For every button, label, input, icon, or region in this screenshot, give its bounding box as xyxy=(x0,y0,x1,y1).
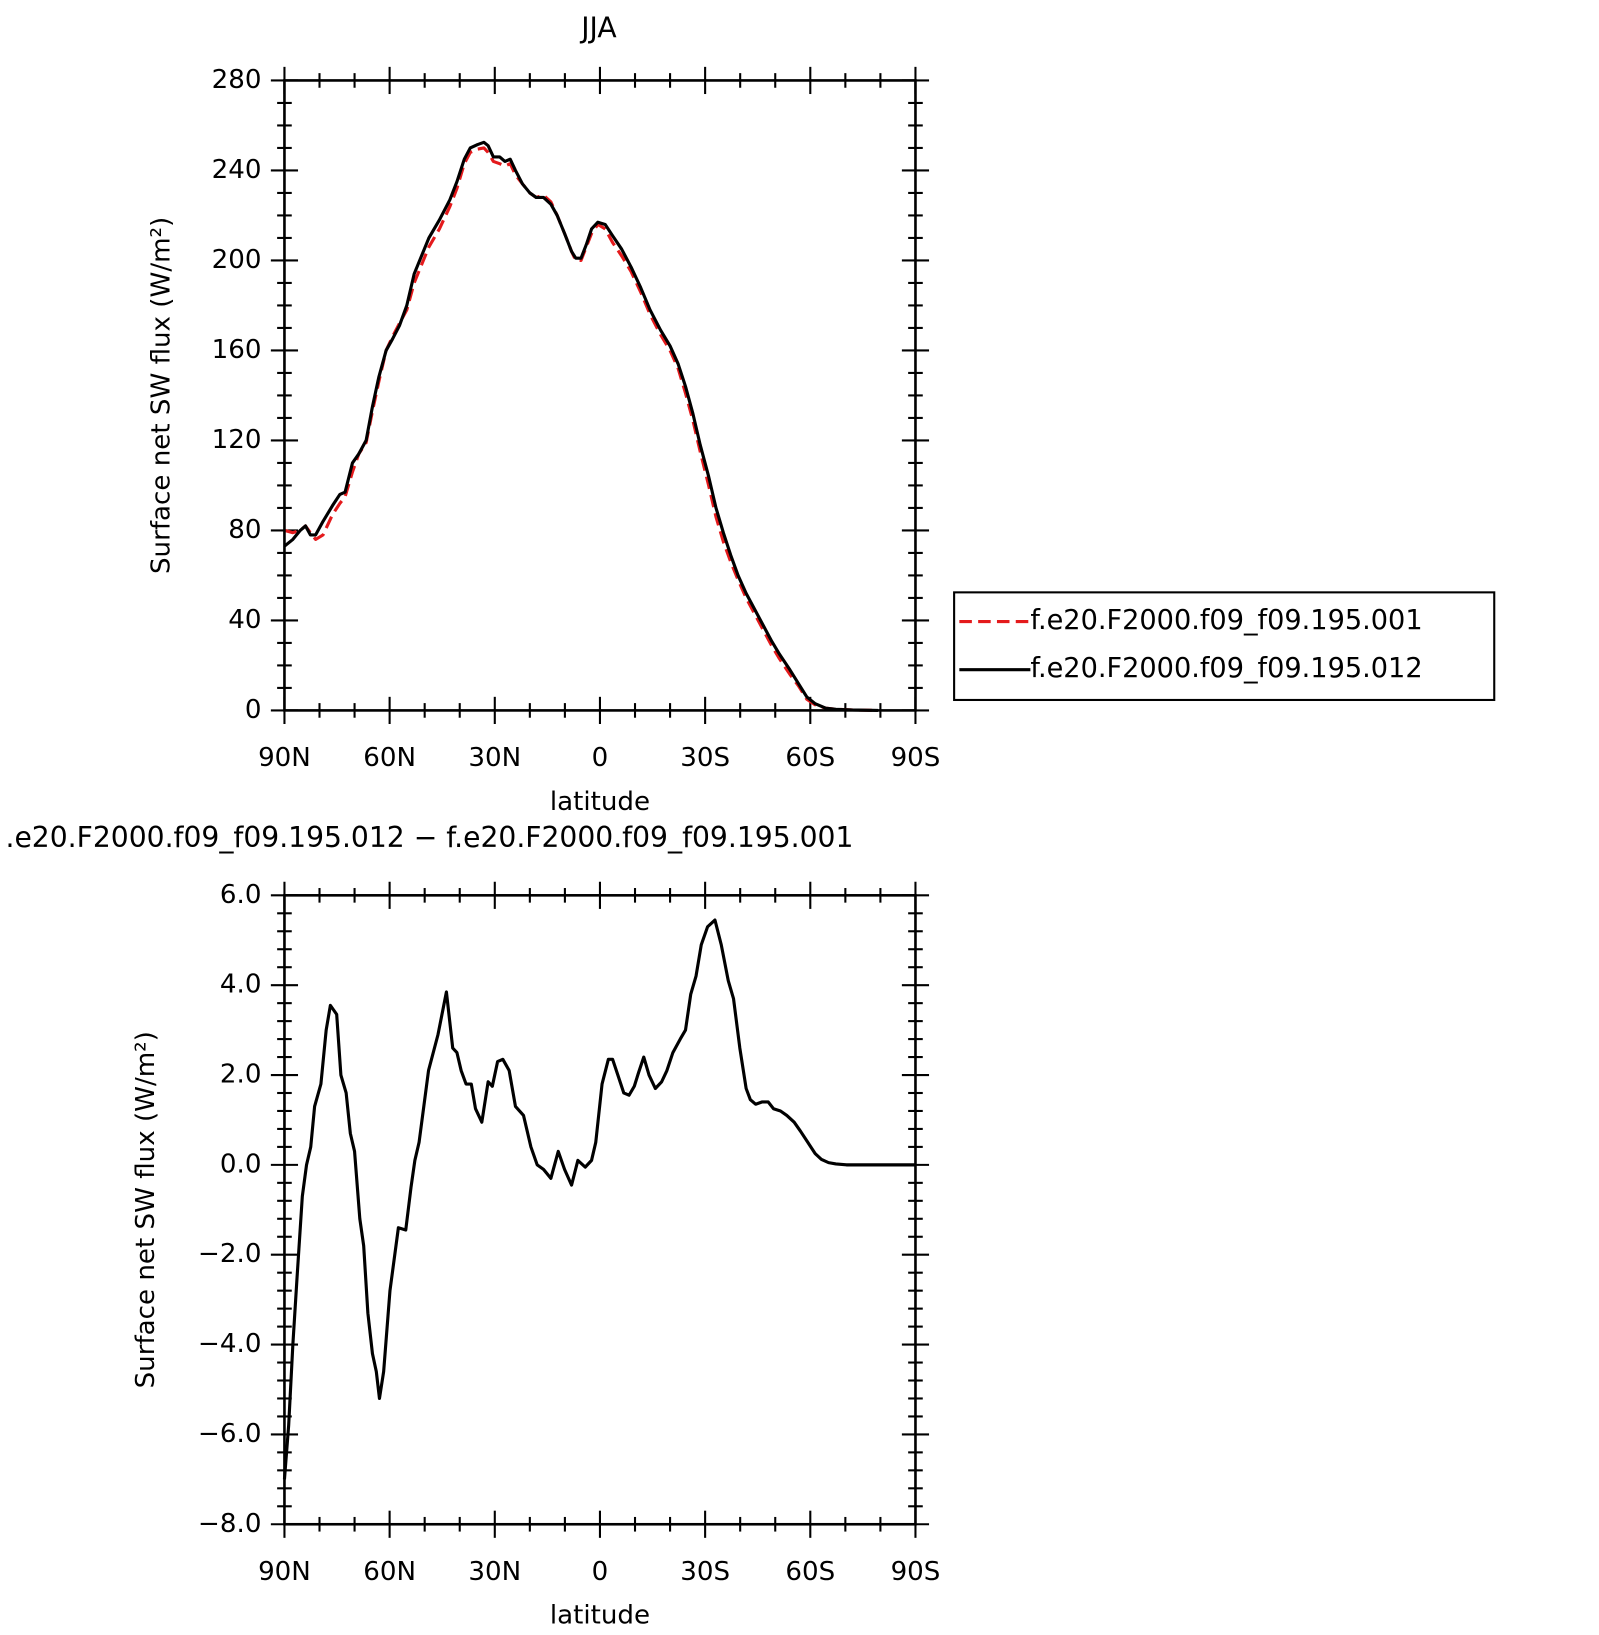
data-line xyxy=(283,140,878,712)
y-tick-label: 40 xyxy=(228,605,261,635)
x-tick-label: 0 xyxy=(592,743,609,773)
x-tick-label: 90S xyxy=(891,1557,941,1587)
legend-box xyxy=(953,591,1496,702)
x-tick-label: 30N xyxy=(468,743,521,773)
y-tick-label: 200 xyxy=(212,245,262,275)
legend-label: f.e20.F2000.f09_f09.195.001 xyxy=(1030,605,1422,636)
y-tick-label: 160 xyxy=(212,335,262,365)
y-tick-label: 240 xyxy=(212,155,262,185)
x-tick-label: 90S xyxy=(891,743,941,773)
x-tick-label: 30S xyxy=(680,743,730,773)
chart-title: JJA xyxy=(579,11,617,44)
y-tick-label: 6.0 xyxy=(220,880,262,910)
y-tick-label: 0.0 xyxy=(220,1149,262,1179)
y-tick-label: −6.0 xyxy=(198,1419,261,1449)
plot-frame xyxy=(283,79,917,712)
x-tick-label: 30N xyxy=(468,1557,521,1587)
y-axis-label: Surface net SW flux (W/m²) xyxy=(147,217,177,574)
chart-title: .e20.F2000.f09_f09.195.012 − f.e20.F2000… xyxy=(6,821,854,854)
x-axis-label: latitude xyxy=(550,1601,650,1631)
y-tick-label: 0 xyxy=(245,695,262,725)
y-tick-label: −2.0 xyxy=(198,1239,261,1269)
x-tick-label: 30S xyxy=(680,1557,730,1587)
x-axis-label: latitude xyxy=(550,787,650,817)
data-line xyxy=(282,918,916,1480)
x-tick-label: 0 xyxy=(592,1557,609,1587)
y-tick-label: 2.0 xyxy=(220,1060,262,1090)
y-axis-label: Surface net SW flux (W/m²) xyxy=(131,1031,161,1388)
x-tick-label: 60S xyxy=(785,743,835,773)
x-tick-label: 60N xyxy=(363,743,416,773)
x-tick-label: 90N xyxy=(258,1557,311,1587)
y-tick-label: 280 xyxy=(212,65,262,95)
x-tick-label: 90N xyxy=(258,743,311,773)
chart: .e20.F2000.f09_f09.195.012 − f.e20.F2000… xyxy=(6,821,941,1631)
plot-frame xyxy=(283,894,917,1526)
y-tick-label: 120 xyxy=(212,425,262,455)
x-tick-label: 60N xyxy=(363,1557,416,1587)
legend-label: f.e20.F2000.f09_f09.195.012 xyxy=(1030,653,1422,684)
y-tick-label: 4.0 xyxy=(220,970,262,1000)
y-tick-label: 80 xyxy=(228,515,261,545)
x-tick-label: 60S xyxy=(785,1557,835,1587)
y-tick-label: −4.0 xyxy=(198,1329,261,1359)
chart: JJA 0 40 80 120 160 200 240 280 90N 60N 30N 0 30S 60S 9… xyxy=(147,11,1496,817)
y-tick-label: −8.0 xyxy=(198,1509,261,1539)
